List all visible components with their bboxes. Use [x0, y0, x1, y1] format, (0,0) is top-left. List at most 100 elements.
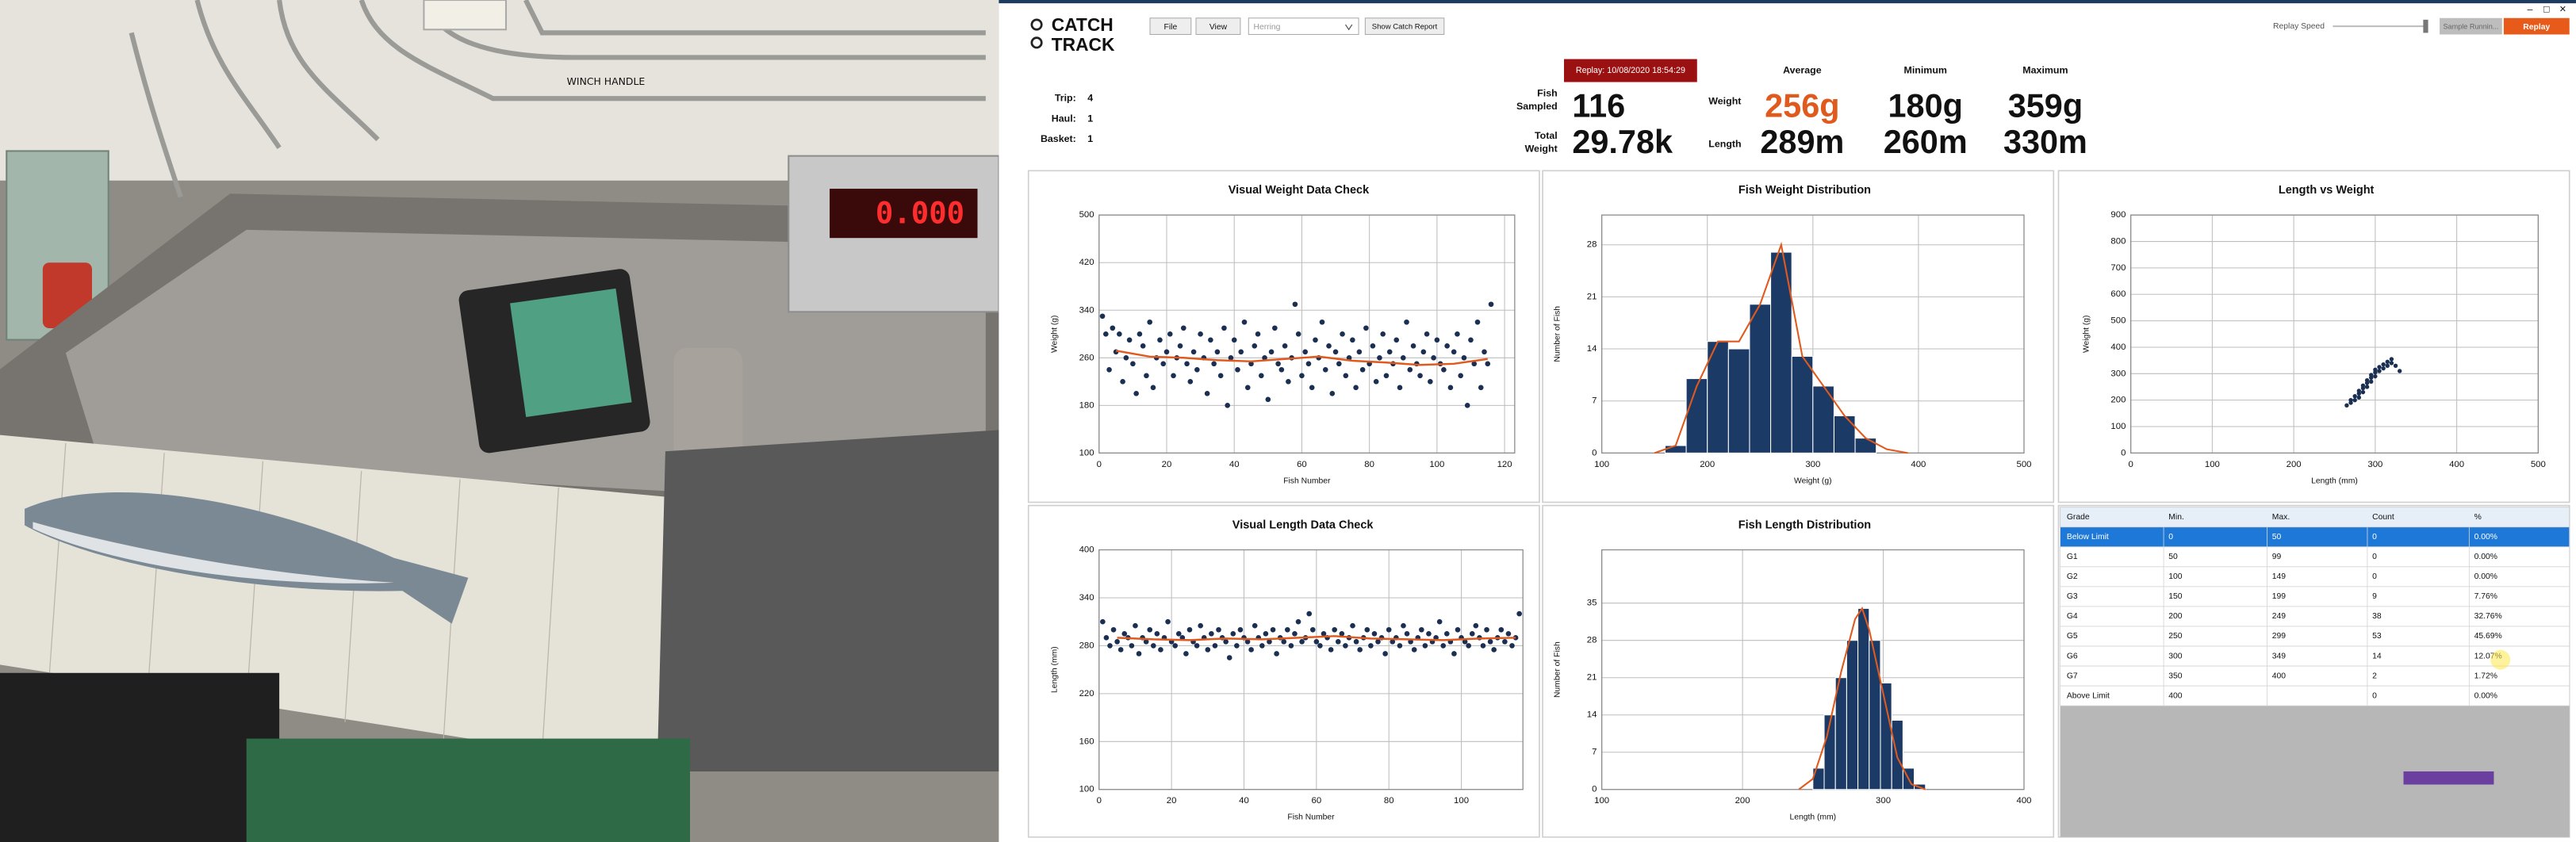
point [1144, 373, 1149, 379]
table-row[interactable] [2060, 626, 2570, 647]
point [1263, 630, 1269, 637]
panel [1542, 504, 2055, 838]
point [2364, 377, 2370, 383]
board-lines [48, 442, 559, 752]
y-tick-label: 160 [1079, 737, 1094, 746]
table-cell: 249 [2272, 612, 2287, 621]
point [1121, 630, 1128, 637]
table-cell: 199 [2272, 592, 2287, 601]
point [1212, 643, 1218, 649]
table-cell: 400 [2168, 691, 2183, 700]
point [1386, 349, 1393, 355]
point [1505, 630, 1512, 637]
point [1309, 385, 1315, 391]
bar [1770, 251, 1792, 454]
window-close[interactable]: × [2559, 3, 2566, 16]
point [1411, 647, 1417, 653]
point [1363, 325, 1369, 331]
x-tick-label: 60 [1297, 460, 1307, 469]
y-tick-label: 340 [1079, 305, 1094, 315]
info-value: 4 [1087, 92, 1093, 103]
fit-curve [1654, 241, 1908, 454]
bar [1664, 445, 1687, 454]
x-tick-label: 40 [1239, 796, 1249, 806]
point [1377, 354, 1382, 361]
y-tick-label: 7 [1592, 748, 1597, 757]
species-select[interactable] [1248, 17, 1359, 35]
y-axis-label: Weight (g) [2082, 316, 2091, 354]
fit-curve [1798, 607, 1926, 790]
table-cell: 0 [2168, 533, 2173, 542]
point [1401, 622, 1406, 629]
point [1183, 651, 1189, 656]
point [1252, 622, 1258, 629]
point [1158, 647, 1163, 653]
report-button[interactable] [1364, 17, 1445, 35]
window-minimize[interactable]: – [2528, 4, 2533, 15]
point [2348, 397, 2353, 403]
point [1431, 354, 1436, 361]
point [2385, 359, 2390, 364]
point [1217, 373, 1224, 379]
speed-thumb[interactable] [2423, 19, 2428, 33]
scale-platform [657, 430, 999, 771]
table-cell: G2 [2067, 572, 2078, 581]
replay-button[interactable] [2503, 17, 2570, 35]
point [2369, 373, 2374, 377]
table-row[interactable] [2060, 566, 2570, 587]
point [1370, 343, 1376, 349]
point [1265, 396, 1271, 403]
point [1184, 361, 1190, 367]
media-widget[interactable] [2403, 771, 2494, 785]
info-value: 1 [1087, 113, 1093, 124]
info-label: Trip: [1055, 92, 1076, 103]
weight-stat: 359g [2008, 88, 2083, 124]
point [1498, 626, 1505, 633]
table-row[interactable] [2060, 526, 2570, 548]
point [1441, 366, 1447, 373]
y-tick-label: 35 [1587, 599, 1597, 608]
point [1102, 331, 1109, 337]
point [1428, 379, 1433, 385]
y-axis-label: Length (mm) [1051, 646, 1060, 693]
point [1461, 354, 1467, 361]
point [1328, 647, 1334, 653]
replay-button-label: Replay [2523, 23, 2550, 32]
table-row[interactable] [2060, 586, 2570, 607]
table-row[interactable] [2060, 645, 2570, 667]
point [1458, 373, 1463, 379]
point [1272, 325, 1278, 331]
x-tick-label: 20 [1162, 460, 1172, 469]
logo-text: TRACK [1052, 34, 1115, 55]
table-cell: 1.72% [2474, 672, 2497, 680]
point [1123, 354, 1129, 361]
point [1404, 319, 1409, 325]
weight-stat: 180g [1888, 88, 1963, 124]
stat-value: 116 [1572, 88, 1625, 124]
table-cell: 400 [2272, 672, 2287, 680]
table-row[interactable] [2060, 606, 2570, 627]
table-row[interactable] [2060, 685, 2570, 706]
point [1248, 647, 1254, 653]
point [2356, 388, 2362, 393]
x-tick-label: 500 [2017, 460, 2032, 469]
point [1274, 651, 1279, 656]
window-maximize[interactable]: □ [2543, 4, 2550, 15]
menu-file[interactable] [1149, 17, 1192, 35]
x-axis-label: Weight (g) [1794, 476, 1832, 485]
report-button-label: Show Catch Report [1372, 23, 1438, 32]
menu-view[interactable] [1195, 17, 1241, 35]
table-cell: 9 [2372, 592, 2377, 601]
point [1216, 626, 1221, 633]
table-header: Max. [2272, 513, 2290, 522]
sample-button[interactable] [2440, 17, 2502, 35]
chart-title: Fish Weight Distribution [1738, 184, 1871, 197]
table-cell: G7 [2067, 672, 2078, 680]
point [1451, 349, 1457, 355]
point [1117, 331, 1122, 337]
info-label: Haul: [1052, 113, 1076, 124]
table-cell: 350 [2168, 672, 2183, 680]
point [1286, 379, 1291, 385]
stat-label: Weight [1525, 144, 1558, 155]
point [1244, 639, 1251, 645]
